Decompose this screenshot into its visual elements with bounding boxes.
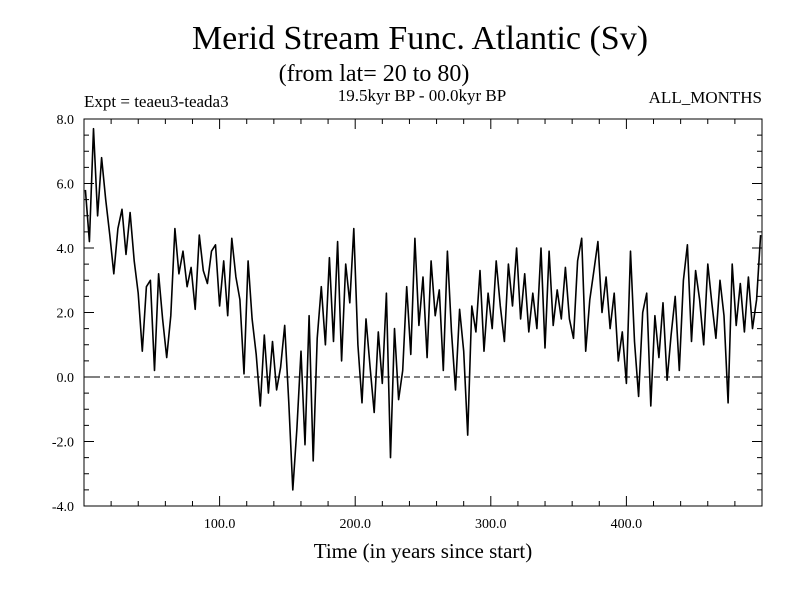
right-header: ALL_MONTHS bbox=[649, 88, 762, 107]
y-tick-label: -4.0 bbox=[52, 500, 74, 515]
x-tick-label: 400.0 bbox=[611, 517, 643, 532]
x-axis-label: Time (in years since start) bbox=[314, 539, 533, 563]
y-tick-label: -2.0 bbox=[52, 436, 74, 451]
x-tick-labels: 100.0 200.0 300.0 400.0 bbox=[204, 517, 642, 532]
center-header: 19.5kyr BP - 00.0kyr BP bbox=[338, 86, 506, 105]
chart-title: Merid Stream Func. Atlantic (Sv) bbox=[192, 20, 648, 57]
left-header: Expt = teaeu3-teada3 bbox=[84, 92, 229, 111]
plot-frame bbox=[84, 119, 762, 506]
series-line bbox=[85, 129, 760, 490]
y-tick-label: 6.0 bbox=[57, 178, 75, 193]
x-tick-label: 100.0 bbox=[204, 517, 236, 532]
y-tick-label: 8.0 bbox=[57, 113, 75, 128]
y-tick-label: 2.0 bbox=[57, 307, 75, 322]
y-tick-label: 0.0 bbox=[57, 371, 75, 386]
chart-subtitle: (from lat= 20 to 80) bbox=[279, 61, 470, 87]
chart: Merid Stream Func. Atlantic (Sv) (from l… bbox=[0, 0, 800, 600]
x-tick-label: 300.0 bbox=[475, 517, 507, 532]
y-tick-label: 4.0 bbox=[57, 242, 75, 257]
axis-ticks bbox=[84, 119, 762, 506]
y-tick-labels: -4.0 -2.0 0.0 2.0 4.0 6.0 8.0 bbox=[52, 113, 74, 515]
x-tick-label: 200.0 bbox=[339, 517, 371, 532]
